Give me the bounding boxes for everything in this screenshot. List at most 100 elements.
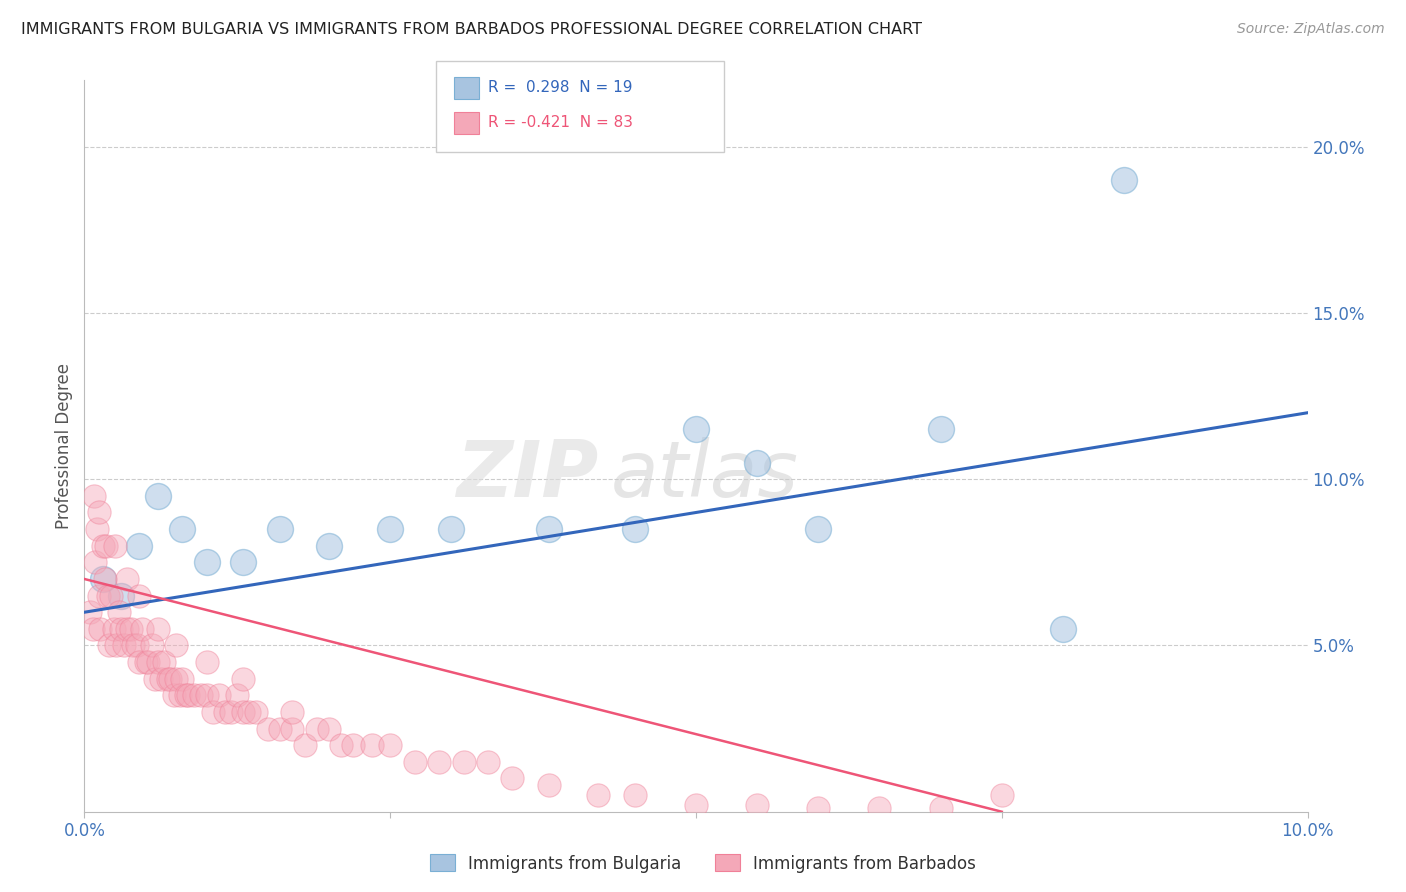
Point bbox=[125, 639, 148, 653]
Text: atlas: atlas bbox=[610, 437, 799, 513]
Point bbox=[97, 639, 120, 653]
Point bbox=[165, 639, 187, 653]
Point bbox=[318, 722, 340, 736]
Point bbox=[146, 655, 169, 669]
Point bbox=[150, 672, 173, 686]
Point bbox=[453, 755, 475, 769]
Point bbox=[477, 755, 499, 769]
Point bbox=[115, 622, 138, 636]
Point bbox=[269, 722, 291, 736]
Point bbox=[94, 572, 117, 586]
Legend: Immigrants from Bulgaria, Immigrants from Barbados: Immigrants from Bulgaria, Immigrants fro… bbox=[423, 847, 983, 880]
Point bbox=[342, 738, 364, 752]
Point bbox=[105, 639, 128, 653]
Point bbox=[624, 522, 647, 536]
Point bbox=[245, 705, 267, 719]
Point bbox=[174, 689, 197, 703]
Point bbox=[146, 622, 169, 636]
Point bbox=[172, 522, 194, 536]
Point bbox=[269, 522, 291, 536]
Text: Source: ZipAtlas.com: Source: ZipAtlas.com bbox=[1237, 22, 1385, 37]
Point bbox=[143, 672, 166, 686]
Point bbox=[110, 622, 132, 636]
Point bbox=[685, 422, 707, 436]
Point bbox=[100, 589, 122, 603]
Point bbox=[1052, 622, 1074, 636]
Point bbox=[165, 672, 187, 686]
Point bbox=[163, 689, 186, 703]
Point bbox=[195, 555, 218, 569]
Point bbox=[219, 705, 242, 719]
Point bbox=[91, 572, 114, 586]
Point bbox=[87, 589, 110, 603]
Point bbox=[131, 622, 153, 636]
Point bbox=[172, 672, 194, 686]
Point bbox=[586, 788, 609, 802]
Point bbox=[156, 672, 179, 686]
Point bbox=[991, 788, 1014, 802]
Point bbox=[440, 522, 463, 536]
Point bbox=[169, 689, 191, 703]
Point bbox=[201, 705, 224, 719]
Point bbox=[83, 489, 105, 503]
Point bbox=[929, 801, 952, 815]
Text: R =  0.298  N = 19: R = 0.298 N = 19 bbox=[488, 80, 633, 95]
Point bbox=[86, 522, 108, 536]
Point bbox=[128, 539, 150, 553]
Point bbox=[146, 489, 169, 503]
Point bbox=[318, 539, 340, 553]
Point bbox=[159, 672, 181, 686]
Point bbox=[1114, 173, 1136, 187]
Point bbox=[120, 622, 142, 636]
Point bbox=[128, 589, 150, 603]
Point bbox=[190, 689, 212, 703]
Point bbox=[330, 738, 353, 752]
Point bbox=[128, 655, 150, 669]
Point bbox=[281, 722, 304, 736]
Point bbox=[404, 755, 426, 769]
Point bbox=[115, 572, 138, 586]
Text: ZIP: ZIP bbox=[456, 437, 598, 513]
Point bbox=[82, 622, 104, 636]
Point bbox=[104, 539, 127, 553]
Text: IMMIGRANTS FROM BULGARIA VS IMMIGRANTS FROM BARBADOS PROFESSIONAL DEGREE CORRELA: IMMIGRANTS FROM BULGARIA VS IMMIGRANTS F… bbox=[21, 22, 922, 37]
Point bbox=[538, 522, 561, 536]
Point bbox=[232, 705, 254, 719]
Point bbox=[110, 589, 132, 603]
Point bbox=[84, 555, 107, 569]
Point bbox=[232, 555, 254, 569]
Point bbox=[214, 705, 236, 719]
Point bbox=[89, 622, 111, 636]
Point bbox=[869, 801, 891, 815]
Point bbox=[103, 622, 125, 636]
Point bbox=[97, 589, 120, 603]
Point bbox=[195, 689, 218, 703]
Point bbox=[177, 689, 200, 703]
Point bbox=[238, 705, 260, 719]
Point bbox=[747, 456, 769, 470]
Point bbox=[183, 689, 205, 703]
Point bbox=[107, 605, 129, 619]
Point bbox=[195, 655, 218, 669]
Point bbox=[141, 639, 163, 653]
Point bbox=[91, 539, 114, 553]
Point bbox=[208, 689, 231, 703]
Point bbox=[538, 778, 561, 792]
Point bbox=[257, 722, 280, 736]
Point bbox=[79, 605, 101, 619]
Point bbox=[294, 738, 316, 752]
Point bbox=[226, 689, 249, 703]
Point bbox=[380, 522, 402, 536]
Point bbox=[281, 705, 304, 719]
Point bbox=[122, 639, 145, 653]
Point bbox=[87, 506, 110, 520]
Point bbox=[807, 801, 830, 815]
Point bbox=[153, 655, 176, 669]
Point bbox=[135, 655, 157, 669]
Point bbox=[380, 738, 402, 752]
Point bbox=[502, 772, 524, 786]
Point bbox=[929, 422, 952, 436]
Point bbox=[685, 798, 707, 813]
Point bbox=[624, 788, 647, 802]
Point bbox=[747, 798, 769, 813]
